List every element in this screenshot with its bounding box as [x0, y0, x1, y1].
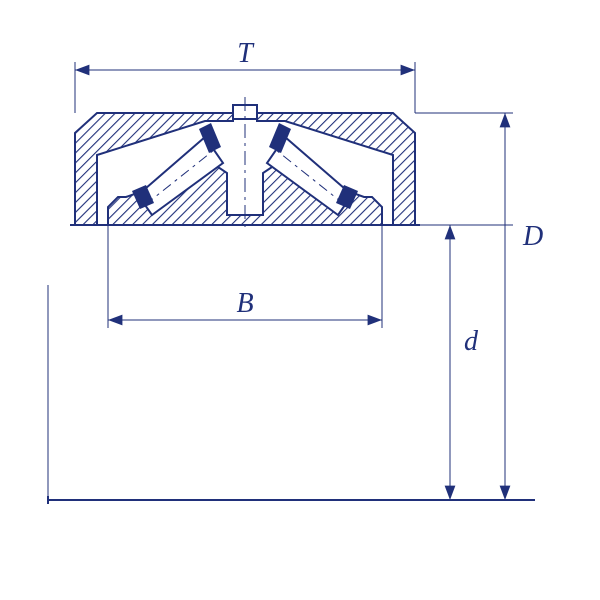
- dim-label-B: B: [236, 288, 253, 319]
- dim-label-D: D: [522, 221, 543, 252]
- dim-label-T: T: [237, 38, 255, 69]
- bearing-cross-section: T B Dd: [0, 0, 600, 600]
- dim-label-d: d: [464, 326, 479, 357]
